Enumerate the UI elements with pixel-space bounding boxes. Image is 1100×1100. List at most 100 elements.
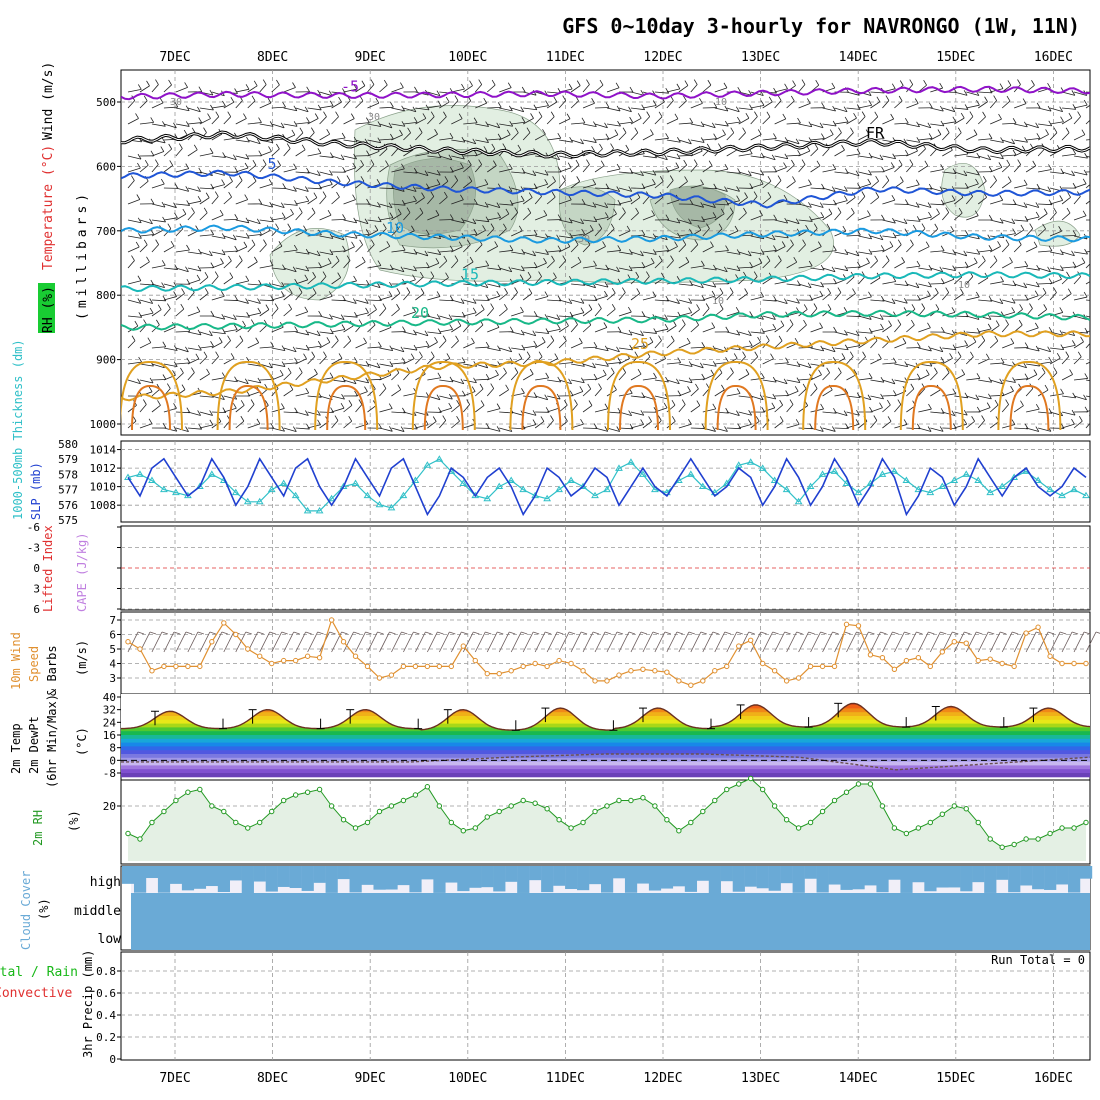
wind-barb [654, 137, 669, 141]
wind-barb-flag [629, 344, 633, 351]
wind-barb [486, 388, 495, 397]
wind-barb [582, 84, 590, 93]
wind-barb-flag [887, 399, 891, 406]
wind-barb [391, 372, 400, 381]
wind-barb [846, 117, 857, 125]
wind-barb-flag [629, 116, 633, 123]
rh-contour-label: 10 [958, 280, 970, 291]
wind-barb-flag [833, 278, 837, 284]
thickness-point [387, 503, 396, 511]
wind-barb [235, 404, 245, 413]
wind-barb [558, 180, 566, 189]
wind10m-barb [750, 631, 762, 653]
wind-barb [175, 87, 188, 93]
wind-barb-flag [148, 418, 153, 424]
wind-barb-flag [1071, 170, 1075, 176]
wind-barb [942, 107, 955, 113]
wind10m-barb-flag [1059, 631, 1067, 635]
wind-barb [355, 85, 366, 93]
wind-barb-flag [209, 330, 213, 336]
upper-wind-barbs [127, 79, 1090, 433]
wind-barb-flag [329, 170, 333, 176]
wind-barb-flag [461, 136, 466, 143]
wind-barb-flag [981, 335, 986, 341]
wind-barb-flag [161, 260, 166, 266]
thickness-point [603, 485, 611, 493]
wind-barb [870, 116, 879, 125]
wind-barb [271, 84, 280, 93]
wind-barb [1073, 262, 1086, 269]
wind-barb [271, 347, 286, 351]
wind10m-barb [606, 631, 618, 653]
rh2m-label: 2m RH [31, 810, 45, 846]
wind-barb-flag [1047, 82, 1051, 89]
wind-barb [451, 100, 459, 109]
wind-speed-point [927, 663, 934, 670]
wind-barb-flag [744, 288, 748, 294]
wind-barb [582, 388, 592, 397]
isotherm-line [121, 224, 1090, 244]
wind-barb-flag [173, 403, 177, 409]
wind-barb-flag [326, 128, 331, 135]
wind-barb [990, 219, 1004, 224]
wind-barb [714, 168, 729, 173]
wind-barb [954, 411, 968, 416]
wind10m-barb-flag [533, 631, 540, 635]
wind-barb [594, 283, 609, 288]
wind10m-barb-flag [413, 631, 420, 635]
wind-barb [990, 166, 1003, 173]
wind-barb [1002, 424, 1016, 429]
wind-barb [1073, 296, 1088, 301]
wind-barb-flag [533, 311, 538, 317]
wind-barb-flag [388, 403, 393, 409]
wind-barb-flag [205, 192, 210, 198]
wind-barb-flag [137, 378, 141, 384]
wind-barb [175, 267, 189, 273]
wind-barb-flag [688, 419, 692, 425]
wind-barb [415, 276, 424, 285]
rh2m-point [915, 825, 922, 831]
thickness-point [567, 476, 575, 483]
wind-barb-flag [674, 113, 679, 120]
wind-barb [798, 164, 806, 173]
wind-barb-flag [711, 290, 716, 297]
wind-barb-flag [745, 369, 750, 375]
temp-color-band [121, 742, 1090, 747]
wind-barb-flag [652, 233, 657, 239]
wind-barb-flag [370, 79, 375, 85]
wind-barb [1037, 427, 1052, 432]
rh2m-point [987, 836, 993, 842]
wind-barb-flag [245, 217, 250, 224]
wind-barb-flag [637, 368, 642, 375]
wind-barb-flag [842, 225, 847, 232]
wind-barb [582, 184, 596, 189]
y-tick-label: 20 [103, 800, 116, 813]
rh2m-point [999, 844, 1005, 850]
wind-barb-flag [373, 304, 377, 310]
wind-barb-flag [963, 90, 968, 96]
wind-barb-flag [301, 144, 306, 151]
wind-barb-flag [310, 127, 315, 133]
wind-barb [139, 122, 154, 125]
wind-speed-point [879, 655, 886, 661]
wind-speed-point [855, 623, 862, 629]
wind-barb [846, 234, 861, 237]
wind-barb-flag [665, 133, 669, 139]
wind-barb-flag [557, 324, 561, 330]
wind-barb [1037, 389, 1049, 397]
wind10m-barb [510, 631, 522, 653]
wind-barb-flag [234, 88, 238, 94]
li-tick-label: 3 [33, 583, 40, 596]
wind-barb [678, 390, 691, 397]
wind-barb [941, 292, 950, 301]
wind-barb [990, 299, 1003, 305]
wind-barb-flag [1035, 345, 1040, 352]
wind-barb-flag [681, 319, 686, 325]
wind-barb [139, 299, 153, 304]
wind10m-barb-flag [616, 631, 624, 635]
wind-barb-flag [927, 202, 932, 208]
wind-barb-flag [341, 324, 346, 330]
cloud-high-bar [1044, 866, 1057, 890]
cloud-high-bar [133, 866, 147, 893]
